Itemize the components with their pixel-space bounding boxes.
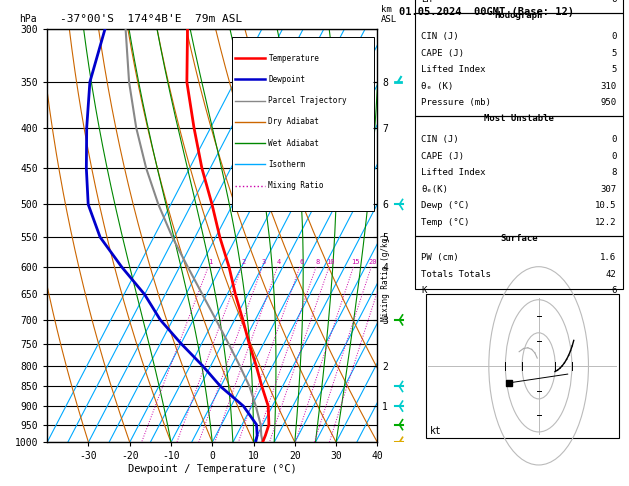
- Bar: [415, 0, 623, 13]
- Text: 8: 8: [316, 260, 320, 265]
- Text: CAPE (J): CAPE (J): [421, 152, 464, 161]
- Text: km
ASL: km ASL: [381, 5, 397, 24]
- Text: 20: 20: [369, 260, 377, 265]
- Text: Parcel Trajectory: Parcel Trajectory: [269, 96, 347, 105]
- Text: 310: 310: [600, 82, 616, 90]
- Text: θₑ(K): θₑ(K): [421, 185, 448, 194]
- Bar: [232, 37, 374, 211]
- Text: 4: 4: [277, 260, 281, 265]
- Bar: [415, 236, 623, 290]
- Text: 5: 5: [611, 49, 616, 57]
- Text: Surface: Surface: [500, 234, 538, 243]
- Text: 950: 950: [600, 98, 616, 107]
- Text: 6: 6: [611, 286, 616, 295]
- Text: 6: 6: [611, 0, 616, 4]
- Text: 8: 8: [611, 168, 616, 177]
- Text: EH: EH: [421, 0, 432, 4]
- Text: Wet Adiabat: Wet Adiabat: [269, 139, 320, 148]
- Text: 42: 42: [606, 270, 616, 278]
- Text: -37°00'S  174°4B'E  79m ASL: -37°00'S 174°4B'E 79m ASL: [60, 14, 242, 24]
- Text: 12.2: 12.2: [595, 218, 616, 227]
- Text: 6: 6: [299, 260, 303, 265]
- Text: Pressure (mb): Pressure (mb): [421, 98, 491, 107]
- Text: Most Unstable: Most Unstable: [484, 114, 554, 123]
- Text: CAPE (J): CAPE (J): [421, 49, 464, 57]
- Text: 0: 0: [611, 32, 616, 41]
- Bar: [415, 13, 623, 116]
- Text: Dry Adiabat: Dry Adiabat: [269, 117, 320, 126]
- Text: hPa: hPa: [19, 14, 36, 24]
- Text: K: K: [421, 286, 426, 295]
- Text: Isotherm: Isotherm: [269, 160, 306, 169]
- Text: PW (cm): PW (cm): [421, 253, 459, 262]
- Text: 0: 0: [611, 135, 616, 144]
- Text: 2: 2: [241, 260, 245, 265]
- Text: 1: 1: [208, 260, 212, 265]
- Text: Mixing Ratio (g/kg): Mixing Ratio (g/kg): [381, 233, 390, 321]
- Text: Temp (°C): Temp (°C): [421, 218, 470, 227]
- Text: 3: 3: [262, 260, 266, 265]
- Text: 0: 0: [611, 152, 616, 161]
- Bar: [426, 294, 618, 438]
- Text: CIN (J): CIN (J): [421, 135, 459, 144]
- Text: 1.6: 1.6: [600, 253, 616, 262]
- X-axis label: Dewpoint / Temperature (°C): Dewpoint / Temperature (°C): [128, 464, 297, 474]
- Text: Temperature: Temperature: [269, 53, 320, 63]
- Text: 5: 5: [611, 65, 616, 74]
- Text: Hodograph: Hodograph: [495, 11, 543, 19]
- Text: CIN (J): CIN (J): [421, 32, 459, 41]
- Text: 10: 10: [326, 260, 335, 265]
- Bar: [415, 116, 623, 236]
- Text: 15: 15: [351, 260, 359, 265]
- Text: θₑ (K): θₑ (K): [421, 82, 454, 90]
- Text: Dewpoint: Dewpoint: [269, 75, 306, 84]
- Text: Lifted Index: Lifted Index: [421, 168, 486, 177]
- Text: 307: 307: [600, 185, 616, 194]
- Text: kt: kt: [430, 426, 442, 436]
- Text: Dewp (°C): Dewp (°C): [421, 201, 470, 210]
- Text: Totals Totals: Totals Totals: [421, 270, 491, 278]
- Text: Lifted Index: Lifted Index: [421, 65, 486, 74]
- Text: 01.05.2024  00GMT (Base: 12): 01.05.2024 00GMT (Base: 12): [399, 7, 574, 17]
- Text: 10.5: 10.5: [595, 201, 616, 210]
- Text: Mixing Ratio: Mixing Ratio: [269, 181, 324, 190]
